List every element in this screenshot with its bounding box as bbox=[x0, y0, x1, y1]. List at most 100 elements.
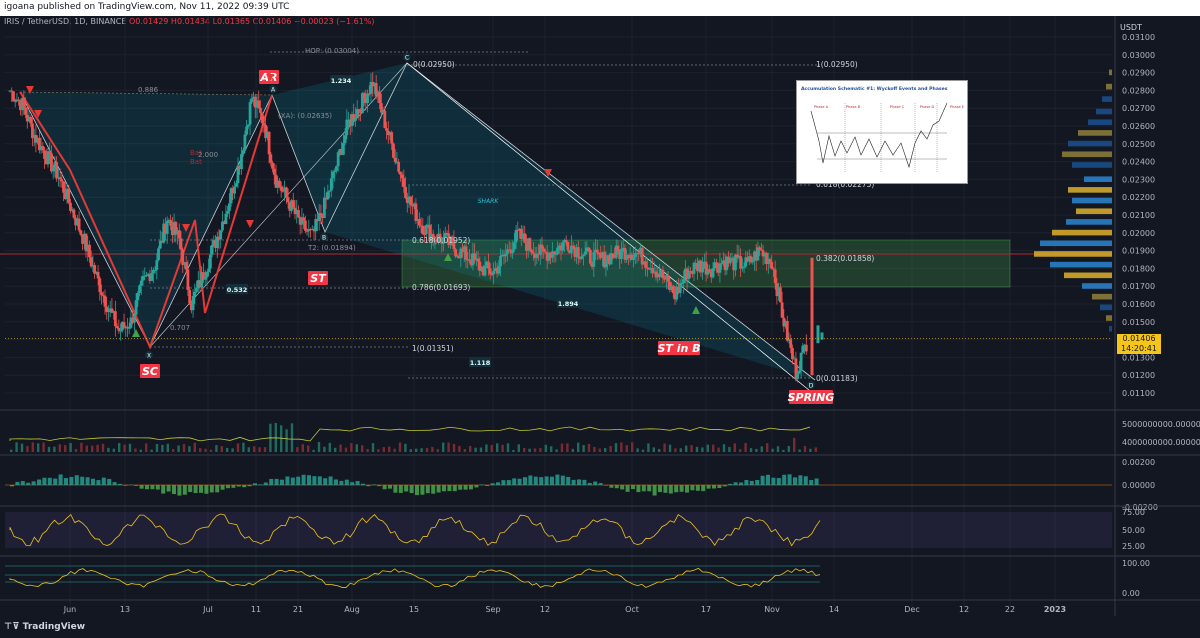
schematic-price-path bbox=[810, 102, 948, 169]
candle-body bbox=[621, 247, 625, 249]
candle-body bbox=[576, 247, 580, 258]
candle-body bbox=[721, 260, 725, 264]
candle-body bbox=[172, 222, 176, 236]
candle-body bbox=[84, 233, 88, 252]
volume-bar bbox=[609, 445, 612, 452]
candle-body bbox=[253, 96, 257, 108]
time-tick: 2023 bbox=[1044, 605, 1066, 614]
candle-body bbox=[682, 279, 686, 284]
osc-bar bbox=[442, 485, 446, 492]
osc-bar bbox=[220, 485, 225, 490]
tradingview-logo[interactable]: ⊤⊽ TradingView bbox=[4, 622, 85, 632]
volume-bar bbox=[231, 448, 234, 452]
signal-down bbox=[182, 224, 190, 232]
price-tick: 0.01300 bbox=[1122, 353, 1155, 362]
osc-bar bbox=[47, 477, 52, 485]
candle-body bbox=[718, 263, 722, 273]
volume-bar bbox=[544, 444, 547, 452]
volume-bar bbox=[37, 443, 40, 452]
volume-bar bbox=[215, 445, 218, 452]
candle-body bbox=[803, 344, 806, 346]
volume-bar bbox=[712, 444, 715, 452]
candle-body bbox=[252, 96, 255, 99]
candle-body bbox=[113, 311, 117, 327]
osc-bar bbox=[199, 485, 203, 493]
change-value: −0.00023 (−1.61%) bbox=[293, 17, 375, 26]
osc-bar bbox=[236, 485, 241, 487]
osc-bar bbox=[550, 476, 554, 485]
volume-bar bbox=[15, 442, 18, 452]
candle-body bbox=[120, 322, 124, 331]
volume-bar bbox=[755, 448, 758, 452]
candle-body bbox=[231, 188, 235, 194]
candle-body bbox=[785, 320, 789, 341]
osc-bar bbox=[474, 485, 479, 488]
osc-bar bbox=[350, 482, 355, 485]
volume-bar bbox=[717, 447, 720, 452]
osc-bar bbox=[469, 485, 473, 490]
candle-body bbox=[535, 253, 539, 259]
phase-label: Phase D bbox=[920, 105, 935, 109]
candle-body bbox=[317, 213, 321, 221]
candle-body bbox=[756, 247, 760, 261]
candle-body bbox=[618, 251, 622, 259]
candle-body bbox=[699, 260, 703, 273]
candle-body bbox=[360, 93, 364, 114]
volume-bar bbox=[317, 442, 321, 452]
profile-bar bbox=[1092, 293, 1112, 300]
volume-bar bbox=[598, 448, 601, 452]
candle-body bbox=[374, 83, 378, 97]
candle-body bbox=[385, 128, 388, 131]
candle-body bbox=[43, 150, 46, 159]
volume-bar bbox=[134, 448, 137, 452]
candle-body bbox=[592, 252, 596, 267]
chart-canvas[interactable]: 5000000000.00000 4000000000.00000 0.00200 0… bbox=[0, 16, 1200, 622]
candle-body bbox=[454, 249, 458, 257]
volume-bar bbox=[647, 443, 650, 452]
symbol-label[interactable]: IRIS / TetherUSD, 1D, BINANCE bbox=[4, 17, 127, 26]
candle-body bbox=[768, 259, 772, 262]
candle-body bbox=[632, 256, 635, 261]
candle-body bbox=[476, 258, 480, 262]
time-tick: 13 bbox=[120, 605, 130, 614]
volume-bar bbox=[96, 444, 99, 452]
candle-body bbox=[571, 245, 575, 248]
osc-bar bbox=[361, 483, 365, 485]
volume-bar bbox=[150, 449, 153, 452]
candle-body bbox=[723, 260, 727, 271]
stoch-tick: 0.00 bbox=[1122, 589, 1140, 598]
time-axis: Jun 13 Jul 11 21 Aug 15 Sep 12 Oct 17 Nov 14 Dec 12 22 2… bbox=[63, 605, 1066, 614]
candle-body bbox=[371, 82, 375, 87]
osc-bar bbox=[528, 475, 533, 485]
candle-body bbox=[616, 245, 620, 252]
candle-body bbox=[794, 358, 798, 379]
price-tick: 0.02500 bbox=[1122, 140, 1155, 149]
volume-bar bbox=[409, 449, 412, 452]
candle-body bbox=[50, 153, 53, 172]
candle-body bbox=[169, 220, 173, 226]
volume-bar bbox=[685, 445, 688, 452]
osc-bar bbox=[566, 477, 571, 485]
candle-body bbox=[569, 245, 573, 254]
candle-body bbox=[820, 332, 824, 340]
candle-body bbox=[449, 236, 452, 246]
candle-body bbox=[687, 271, 691, 279]
volume-bar bbox=[760, 446, 763, 452]
osc-bar bbox=[258, 484, 263, 485]
candle-body bbox=[226, 210, 230, 214]
candle-body bbox=[545, 252, 549, 261]
osc-bar bbox=[366, 485, 371, 487]
osc-bar bbox=[382, 485, 387, 490]
candle-body bbox=[388, 132, 392, 136]
candle-body bbox=[797, 370, 801, 374]
candle-body bbox=[170, 225, 174, 236]
candle-body bbox=[316, 218, 319, 221]
candle-body bbox=[362, 93, 366, 98]
candle-body bbox=[79, 230, 83, 235]
osc-bar bbox=[355, 481, 360, 485]
osc-bar bbox=[690, 485, 695, 491]
volume-bar bbox=[263, 447, 267, 452]
candle-body bbox=[523, 233, 527, 243]
volume-bar bbox=[523, 447, 526, 452]
candle-body bbox=[290, 200, 293, 211]
